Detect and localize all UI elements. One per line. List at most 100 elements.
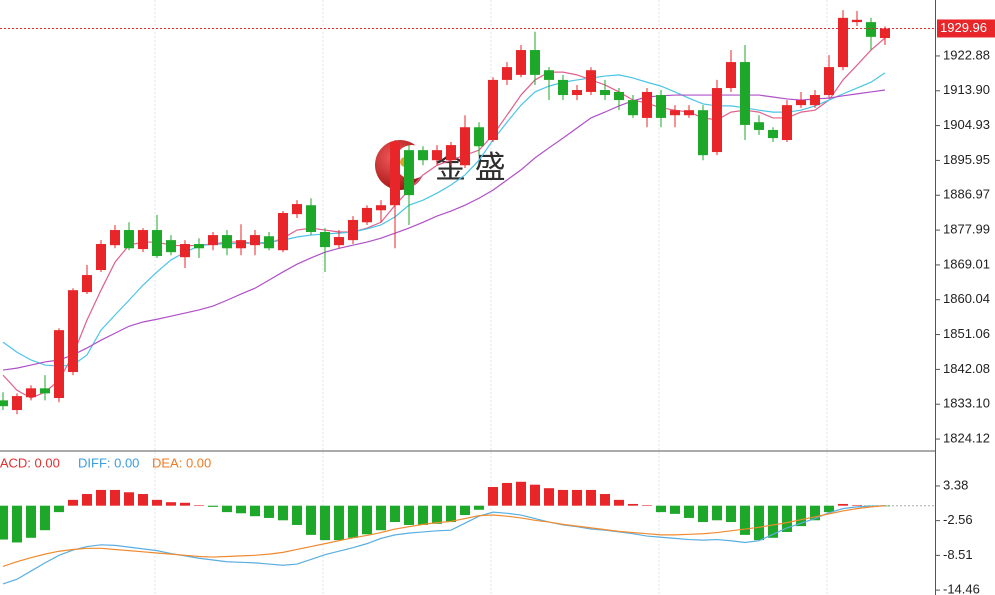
candle-body (628, 100, 638, 116)
macd-bar (432, 505, 442, 524)
candle-body (348, 219, 358, 241)
indicator-line (2, 89, 886, 371)
candle-body (810, 95, 820, 106)
candle-body (180, 244, 190, 258)
macd-bar (110, 489, 120, 506)
candle-body (222, 235, 232, 249)
y-tick-label: 1913.90 (943, 82, 990, 97)
macd-bar (614, 499, 624, 506)
y-tick-label: -8.51 (943, 547, 973, 562)
indicator-line (2, 72, 886, 367)
macd-bar (320, 505, 330, 541)
macd-bar (768, 505, 778, 538)
macd-bar (236, 505, 246, 514)
candle-body (390, 141, 400, 206)
macd-bar (194, 505, 204, 506)
y-tick-label: 1895.95 (943, 152, 990, 167)
macd-bar (544, 488, 554, 506)
candle-body (460, 127, 470, 166)
macd-bar (292, 505, 302, 525)
macd-bar (152, 499, 162, 506)
macd-bar (600, 494, 610, 506)
candle-body (208, 235, 218, 246)
candle-body (334, 237, 344, 246)
macd-bar (824, 505, 834, 513)
candle-body (138, 230, 148, 250)
y-tick-label: -2.56 (943, 512, 973, 527)
y-tick-label: 1877.99 (943, 222, 990, 237)
macd-bar (12, 505, 22, 543)
macd-bar (54, 505, 64, 513)
legend-entry: DIFF: 0.00 (78, 455, 139, 470)
candle-body (362, 207, 372, 223)
candle-body (432, 150, 442, 161)
macd-bar (376, 505, 386, 531)
candle-body (866, 22, 876, 37)
macd-bar (26, 505, 36, 538)
y-tick-label: 1869.01 (943, 256, 990, 271)
macd-bar (404, 505, 414, 525)
last-price-label: 1929.96 (940, 20, 987, 35)
candle-body (698, 110, 708, 156)
indicator-line (2, 37, 886, 399)
candle-body (502, 67, 512, 80)
candle-body (54, 330, 64, 399)
candle-body (726, 62, 736, 89)
macd-bar (698, 505, 708, 523)
candle-body (852, 19, 862, 23)
grid (154, 0, 828, 595)
candle-body (40, 388, 50, 394)
candle-body (586, 70, 596, 92)
candle-body (376, 205, 386, 211)
macd-bar (138, 494, 148, 506)
macd-bar (124, 492, 134, 506)
candle-body (642, 91, 652, 118)
candle-body (530, 50, 540, 75)
last-price-box (937, 19, 995, 38)
candle-body (26, 388, 36, 398)
y-tick-label: 1886.97 (943, 187, 990, 202)
macd-bar (740, 505, 750, 535)
candle-body (684, 110, 694, 116)
macd-bar (796, 505, 806, 527)
candle-body (278, 212, 288, 251)
macd-bar (628, 503, 638, 506)
macd-bar (180, 502, 190, 506)
y-tick-label: 1922.88 (943, 47, 990, 62)
macd-bar (474, 505, 484, 510)
macd-bar (278, 505, 288, 521)
candle-body (656, 95, 666, 118)
macd-bar (82, 494, 92, 506)
candle-body (292, 204, 302, 215)
macd-bar (530, 484, 540, 506)
candle-body (838, 17, 848, 68)
macd-bar (334, 505, 344, 541)
candle-body (166, 240, 176, 253)
candle-body (712, 88, 722, 153)
macd-bar (726, 505, 736, 523)
candle-body (12, 396, 22, 411)
macd-bar (488, 487, 498, 506)
candle-body (544, 70, 554, 80)
candle-body (558, 79, 568, 96)
candle-body (768, 129, 778, 139)
watermark-text: 金 盛 (435, 150, 506, 185)
macd-bar (362, 505, 372, 535)
macd-bar (656, 505, 666, 513)
macd-bar (852, 505, 862, 506)
macd-bar (460, 505, 470, 516)
macd-bar (642, 505, 652, 506)
y-tick-label: 1860.04 (943, 291, 990, 306)
y-tick-label: 1824.12 (943, 430, 990, 445)
macd-bar (264, 505, 274, 518)
macd-bar (0, 505, 8, 540)
candle-body (264, 236, 274, 249)
macd-bar (418, 505, 428, 525)
candle-body (0, 400, 8, 407)
candle-body (614, 91, 624, 101)
candle-body (110, 230, 120, 246)
candle-body (82, 275, 92, 293)
candle-body (404, 150, 414, 196)
macd-bar (40, 505, 50, 531)
